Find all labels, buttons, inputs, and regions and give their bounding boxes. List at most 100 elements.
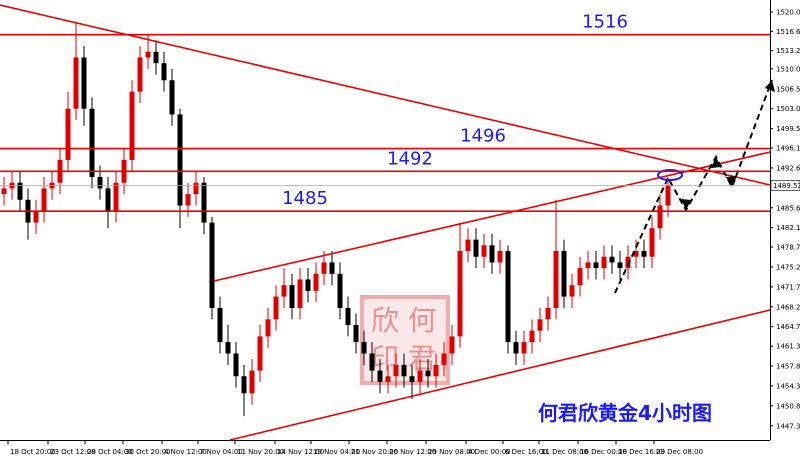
candle-body [377, 370, 383, 382]
candle-body [545, 307, 551, 320]
candle-body [489, 245, 495, 263]
candle-body [385, 376, 391, 382]
candle-body [313, 273, 319, 291]
candle-body [529, 330, 535, 343]
candle-body [409, 376, 415, 382]
x-tick-label: 30 Oct 20:00 [125, 448, 171, 456]
candle-body [209, 222, 215, 308]
x-tick-label: 4 Dec 00:00 [468, 448, 511, 456]
y-tick-label: 1447.30 [776, 422, 800, 430]
candle-body [633, 251, 639, 257]
x-tick-label: 16 Dec 00:00 [580, 448, 627, 456]
x-tick-label: 21 Nov 20:00 [351, 448, 398, 456]
candle-body [105, 188, 111, 212]
candle-body [169, 80, 175, 115]
level-label: 1496 [460, 126, 506, 147]
candle-body [281, 285, 287, 297]
candle-body [81, 57, 87, 109]
candle-body [89, 108, 95, 178]
candle-body [553, 251, 559, 308]
candle-body [265, 319, 271, 337]
candle-body [393, 364, 399, 377]
candle-body [617, 262, 623, 269]
stamp: 欣何印君 [360, 295, 450, 385]
candle-body [129, 91, 135, 160]
candle-body [369, 353, 375, 371]
candle-body [65, 108, 71, 160]
candle-body [305, 279, 311, 291]
candle-body [97, 177, 103, 189]
arrow-head [711, 157, 721, 168]
candle-body [577, 268, 583, 286]
y-tick-label: 1499.50 [776, 125, 800, 133]
candle-body [177, 114, 183, 206]
caption: 何君欣黄金4小时图 [538, 401, 712, 425]
candle-body [585, 262, 591, 269]
x-tick-label: 18 Oct 20:00 [10, 448, 56, 456]
candle-body [569, 285, 575, 297]
candle-body [161, 63, 167, 81]
y-tick-label: 1478.70 [776, 244, 800, 252]
candle-body [561, 251, 567, 297]
candle-body [473, 239, 479, 257]
candle-body [465, 239, 471, 252]
y-tick-label: 1464.70 [776, 323, 800, 331]
current-price-label: 1489.53 [773, 182, 800, 190]
stamp-char: 何 [408, 304, 436, 337]
stamp-char: 欣 [371, 304, 399, 337]
y-tick-label: 1516.60 [776, 28, 800, 36]
candle-body [1, 188, 7, 195]
x-tick-label: 23 Dec 08:00 [656, 448, 703, 456]
candle-body [505, 251, 511, 343]
x-tick-label: 14 Nov 12:00 [277, 448, 324, 456]
candle-body [41, 188, 47, 212]
arrow-head [726, 176, 737, 187]
candle-body [657, 205, 663, 229]
candle-body [201, 182, 207, 223]
y-tick-label: 1471.70 [776, 283, 800, 291]
x-tick-label: 11 Dec 08:00 [541, 448, 588, 456]
candle-body [345, 307, 351, 326]
y-tick-label: 1475.20 [776, 263, 800, 271]
level-label: 1492 [387, 148, 433, 169]
y-tick-label: 1503.00 [776, 105, 800, 113]
candle-body [361, 342, 367, 354]
candle-body [537, 319, 543, 331]
y-tick-label: 1520.00 [776, 8, 800, 16]
y-tick-label: 1510.00 [776, 65, 800, 73]
candle-body [425, 370, 431, 377]
candle-body [457, 251, 463, 337]
candle-body [513, 342, 519, 354]
y-tick-label: 1496.10 [776, 144, 800, 152]
candle-body [289, 285, 295, 308]
candle-body [337, 273, 343, 308]
candle-body [241, 376, 247, 394]
y-tick-label: 1506.50 [776, 85, 800, 93]
y-tick-label: 1450.80 [776, 402, 800, 410]
y-tick-label: 1513.20 [776, 47, 800, 55]
stamp-char: 君 [408, 342, 436, 375]
candle-body [273, 296, 279, 320]
candle-body [217, 307, 223, 343]
candle-body [649, 228, 655, 257]
candle-body [521, 342, 527, 354]
x-tick-label: 19 Nov 04:00 [313, 448, 360, 456]
candle-body [113, 182, 119, 212]
candle-body [401, 364, 407, 377]
y-tick-label: 1468.20 [776, 303, 800, 311]
candle-body [33, 211, 39, 223]
x-tick-label: 18 Dec 16:00 [618, 448, 665, 456]
candle-body [249, 370, 255, 394]
x-tick-label: 28 Oct 04:00 [87, 448, 133, 456]
y-tick-label: 1482.10 [776, 224, 800, 232]
candle-body [441, 353, 447, 365]
candle-body [665, 185, 671, 206]
candle-body [137, 57, 143, 92]
y-tick-label: 1457.80 [776, 363, 800, 371]
x-tick-label: 29 Nov 08:00 [428, 448, 475, 456]
candle-body [433, 364, 439, 377]
arrow-head [681, 199, 691, 210]
projection-path [614, 79, 773, 294]
